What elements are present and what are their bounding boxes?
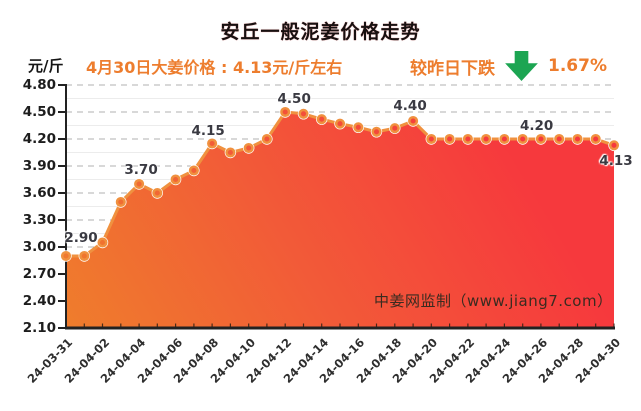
- data-point-ring: [188, 165, 199, 176]
- data-point-ring: [152, 187, 163, 199]
- data-point-ring: [389, 123, 400, 134]
- data-point-ring: [170, 174, 181, 185]
- data-point-ring: [79, 250, 90, 262]
- watermark-text: 中姜网监制（www.jiang7.com）: [374, 292, 613, 310]
- data-point-ring: [280, 106, 291, 118]
- data-point-ring: [134, 178, 145, 190]
- change-direction-label: 较昨日下跌: [410, 58, 495, 79]
- data-point-ring: [207, 138, 218, 149]
- data-point-ring: [298, 108, 309, 119]
- data-point-ring: [115, 196, 126, 208]
- data-point-ring: [426, 133, 437, 145]
- area-fill: [66, 112, 614, 328]
- data-point-ring: [97, 237, 108, 248]
- data-point-ring: [316, 114, 327, 125]
- data-point-ring: [353, 122, 364, 133]
- data-point-ring: [554, 133, 565, 145]
- data-point-ring: [590, 133, 601, 145]
- data-point-ring: [371, 126, 382, 137]
- data-point-ring: [517, 133, 528, 145]
- data-point-ring: [243, 142, 254, 154]
- data-point-ring: [462, 133, 473, 145]
- y-axis-unit-label: 元/斤: [28, 57, 64, 75]
- data-point-ring: [608, 140, 620, 151]
- data-point-ring: [60, 250, 72, 262]
- data-point-ring: [481, 133, 492, 145]
- change-percent-value: 1.67%: [548, 56, 607, 76]
- data-point-ring: [444, 133, 455, 145]
- data-point-ring: [535, 133, 546, 145]
- data-point-ring: [225, 147, 236, 158]
- data-point-ring: [261, 133, 272, 145]
- data-point-ring: [334, 118, 346, 129]
- data-point-ring: [572, 133, 583, 145]
- data-point-ring: [408, 115, 419, 127]
- daily-change-indicator: 较昨日下跌 1.67%: [410, 50, 607, 82]
- current-price-subtitle: 4月30日大姜价格 : 4.13元/斤左右: [86, 58, 343, 77]
- data-point-ring: [499, 133, 510, 145]
- down-arrow-icon: [503, 51, 540, 81]
- chart-title: 安丘一般泥姜价格走势: [220, 21, 421, 43]
- down-arrow-svg: [505, 51, 538, 81]
